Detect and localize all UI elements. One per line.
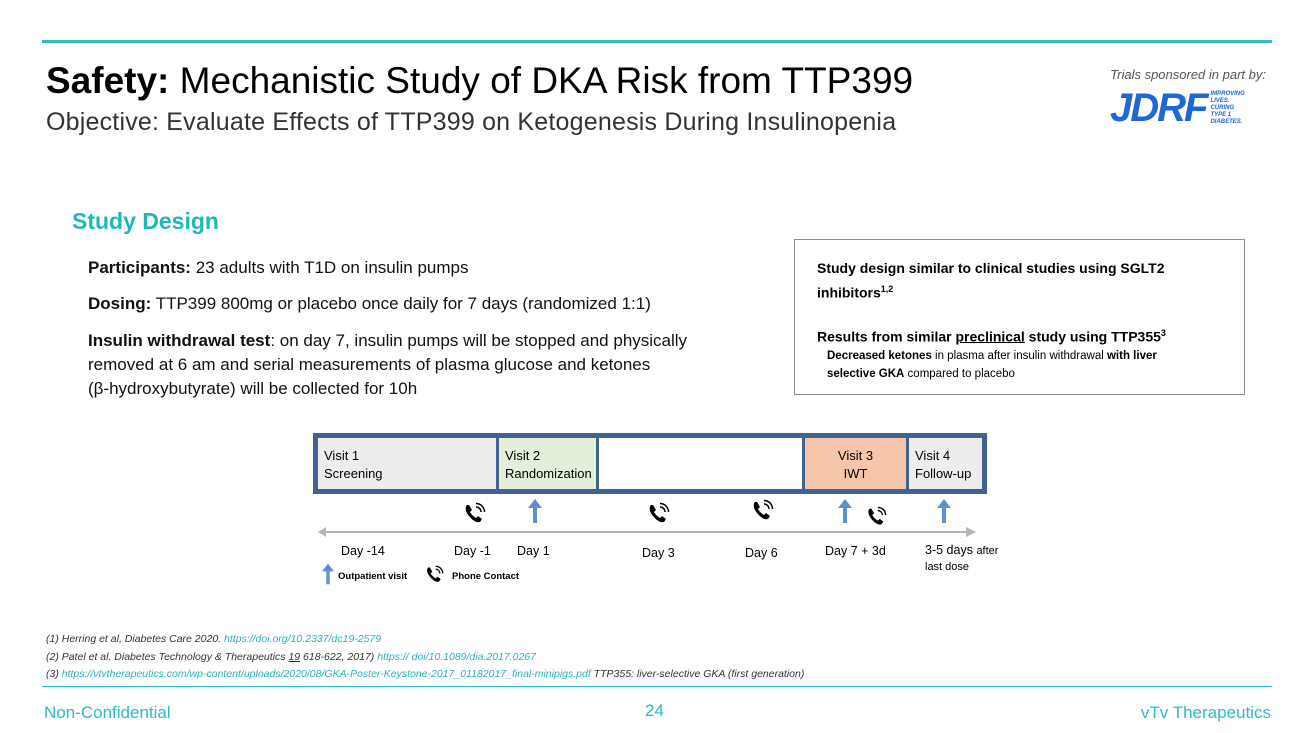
jdrf-logo: JDRF IMPROVING LIVES. CURING TYPE 1 DIAB… [1110,88,1250,128]
iwt-paragraph: Insulin withdrawal test: on day 7, insul… [88,331,688,398]
note-box: Study design similar to clinical studies… [794,239,1245,395]
day-label: Day -14 [341,544,385,558]
bottom-rule [42,686,1272,687]
day-label: Day 3 [642,546,675,560]
time-axis [322,531,970,533]
study-design-heading: Study Design [72,208,219,234]
legend-outpatient: Outpatient visit [338,571,408,582]
note-sub-1: Decreased ketones in plasma after insuli… [827,350,1157,363]
phone-icon [865,506,887,528]
note-sub-2: selective GKA compared to placebo [827,368,1015,381]
visit-4-followup: Visit 4 Follow-up [909,438,982,489]
note-line-2: inhibitors1,2 [817,284,894,301]
reference-1-link[interactable]: https://doi.org/10.2337/dc19-2579 [224,633,382,645]
visit-1-screening: Visit 1 Screening [318,438,496,489]
page-number: 24 [645,701,664,720]
phone-icon [462,502,486,526]
page-subtitle: Objective: Evaluate Effects of TTP399 on… [46,108,897,136]
visit-3-iwt: Visit 3 IWT [805,438,906,489]
jdrf-tagline: IMPROVING LIVES. CURING TYPE 1 DIABETES. [1210,90,1245,125]
reference-2: (2) Patel et al. Diabetes Technology & T… [46,651,536,663]
sponsor-label: Trials sponsored in part by: [1110,67,1266,82]
note-line-1: Study design similar to clinical studies… [817,260,1165,276]
page-title: Safety: Mechanistic Study of DKA Risk fr… [46,60,914,101]
reference-2-link[interactable]: https:// doi/10.1089/dia.2017.0267 [377,651,536,663]
up-arrow-icon [937,499,951,523]
up-arrow-icon [838,499,852,523]
note-line-3: Results from similar preclinical study u… [817,327,1166,345]
axis-arrowhead [966,527,976,537]
day-label: Day 7 + 3d [825,544,886,558]
phone-icon [750,499,774,523]
legend-phone: Phone Contact [452,571,520,582]
day-label: Day -1 [454,544,491,558]
phone-icon [646,502,670,526]
visit-timeline: Visit 1 Screening Visit 2 Randomization Vi… [313,433,987,494]
participants-line: Participants: 23 adults with T1D on insu… [88,258,469,277]
day-label: Day 6 [745,546,778,560]
dosing-line: Dosing: TTP399 800mg or placebo once dai… [88,294,651,313]
legend-phone-icon [424,565,444,585]
top-rule [42,40,1272,43]
reference-3-link[interactable]: https://vtvtherapeutics.com/wp-content/u… [61,668,591,680]
jdrf-logo-text: JDRF [1110,86,1208,130]
footer-company: vTv Therapeutics [1140,703,1271,722]
visit-2-randomization: Visit 2 Randomization [499,438,596,489]
day-label-followup: 3-5 days after last dose [925,543,999,573]
reference-3: (3) https://vtvtherapeutics.com/wp-conte… [46,668,805,680]
legend-arrow-icon [322,563,334,585]
footer-confidentiality: Non-Confidential [44,703,171,722]
reference-1: (1) Herring et al, Diabetes Care 2020. h… [46,633,382,645]
up-arrow-icon [528,499,542,523]
day-label: Day 1 [517,544,550,558]
visit-gap [599,438,802,489]
